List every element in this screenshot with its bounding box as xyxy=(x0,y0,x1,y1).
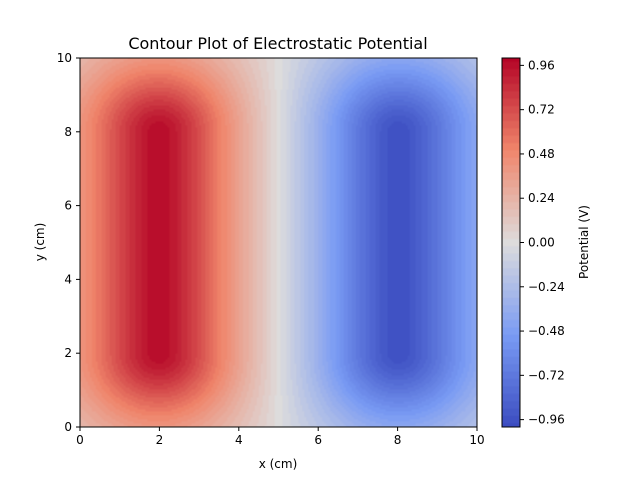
colorbar-ticks: 0.96 0.72 0.48 0.24 0.00 −0.24 −0.48 −0.72 −0.96 xyxy=(520,58,565,427)
plot-frame xyxy=(79,57,478,428)
y-tick-label: 4 xyxy=(64,272,72,286)
x-tick-label: 4 xyxy=(235,433,243,447)
colorbar-tick-label: 0.48 xyxy=(528,147,555,161)
x-tick-label: 8 xyxy=(394,433,402,447)
colorbar-tick-label: 0.72 xyxy=(528,103,555,117)
colorbar-tick-label: −0.48 xyxy=(528,324,565,338)
colorbar-tick-label: −0.96 xyxy=(528,413,565,427)
potential-contour-map xyxy=(80,58,477,427)
y-tick-label: 8 xyxy=(64,125,72,139)
x-axis-label: x (cm) xyxy=(259,457,298,471)
y-tick-label: 2 xyxy=(64,346,72,360)
y-axis: 0 2 4 6 8 10 xyxy=(57,51,80,434)
y-tick-label: 6 xyxy=(64,199,72,213)
x-tick-label: 10 xyxy=(469,433,484,447)
colorbar-tick-label: −0.24 xyxy=(528,280,565,294)
x-tick-label: 2 xyxy=(156,433,164,447)
colorbar-gradient xyxy=(502,58,520,427)
x-tick-label: 0 xyxy=(76,433,84,447)
colorbar-tick-label: −0.72 xyxy=(528,368,565,382)
y-axis-label: y (cm) xyxy=(33,223,47,262)
y-tick-label: 0 xyxy=(64,420,72,434)
colorbar-label: Potential (V) xyxy=(577,205,591,279)
x-tick-label: 6 xyxy=(314,433,322,447)
chart-title: Contour Plot of Electrostatic Potential xyxy=(128,34,427,53)
y-tick-label: 10 xyxy=(57,51,72,65)
x-axis: 0 2 4 6 8 10 xyxy=(76,427,485,447)
colorbar-tick-label: 0.24 xyxy=(528,191,555,205)
colorbar-tick-label: 0.00 xyxy=(528,236,555,250)
colorbar-tick-label: 0.96 xyxy=(528,58,555,72)
